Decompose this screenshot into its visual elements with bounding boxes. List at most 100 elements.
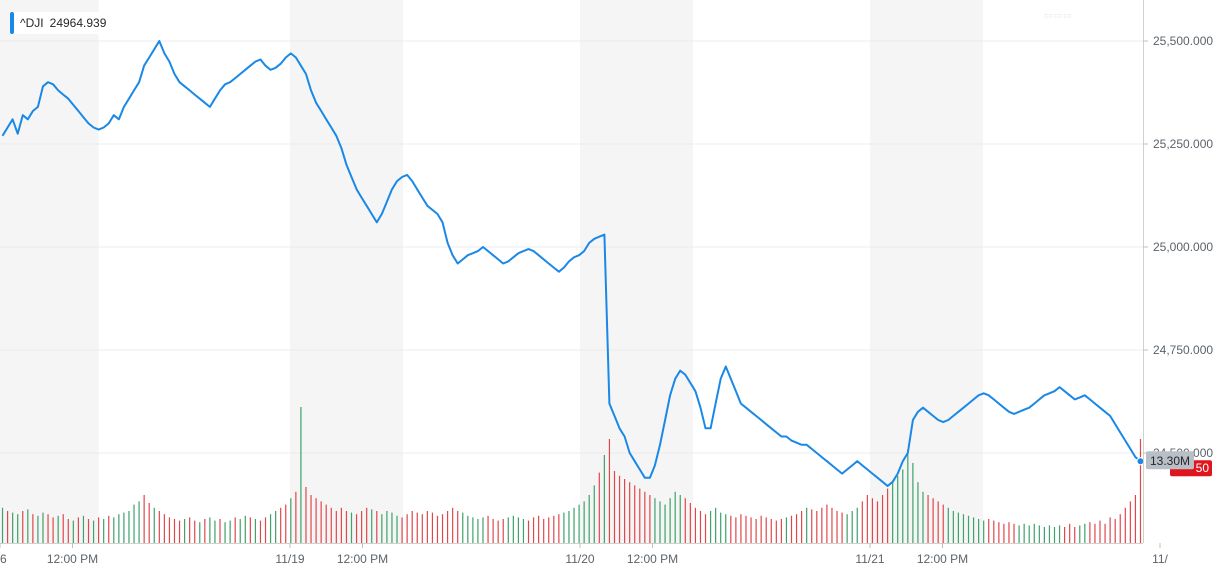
volume-bar [553, 515, 555, 543]
volume-bar [962, 514, 965, 543]
volume-bar [735, 517, 737, 543]
volume-bar [259, 520, 262, 543]
volume-bar [1089, 522, 1091, 543]
x-tick-label: 12:00 PM [337, 552, 388, 566]
volume-bar [98, 517, 100, 543]
volume-bar [952, 511, 954, 543]
volume-bar [532, 517, 535, 543]
volume-bar [811, 509, 813, 543]
volume-bar [330, 507, 332, 543]
volume-bar [340, 507, 342, 543]
volume-bar [730, 515, 732, 543]
volume-bar [143, 495, 145, 543]
volume-bar [148, 503, 150, 543]
volume-bar [1028, 525, 1030, 543]
volume-bar [452, 507, 454, 543]
volume-bar [795, 514, 798, 543]
volume-bar [1074, 527, 1076, 543]
volume-bar [517, 517, 519, 543]
volume-bar [219, 519, 221, 543]
volume-bar [406, 514, 408, 543]
volume-bar [745, 515, 747, 543]
volume-bar [32, 514, 34, 543]
volume-bar [699, 511, 702, 543]
volume-bar [386, 511, 388, 543]
volume-bar [740, 514, 742, 543]
volume-bar [305, 487, 307, 543]
volume-bar [978, 519, 980, 543]
volume-bar [527, 520, 530, 543]
volume-bar [917, 482, 919, 543]
volume-bar [239, 519, 241, 543]
volume-bar [770, 519, 772, 543]
volume-bar [128, 511, 130, 543]
volume-bar [482, 517, 484, 543]
volume-bar [907, 450, 909, 543]
volume-bar [1114, 519, 1116, 543]
volume-bar [103, 519, 105, 543]
volume-bar [689, 503, 691, 543]
volume-badge-label: 13.30M [1150, 454, 1190, 468]
volume-bar [801, 511, 803, 543]
x-tick-label: 11/19 [275, 552, 304, 566]
volume-bar [1053, 527, 1056, 543]
volume-bar [780, 519, 782, 543]
volume-bar [1124, 507, 1126, 543]
volume-bar [674, 491, 676, 543]
volume-bar [568, 511, 570, 543]
volume-bar [947, 507, 949, 543]
volume-bar [988, 519, 990, 543]
volume-bar [618, 475, 621, 543]
volume-bar [224, 522, 226, 543]
volume-bar [634, 485, 636, 543]
volume-bar [497, 520, 499, 543]
volume-bar [775, 520, 777, 543]
volume-bar [821, 507, 823, 543]
volume-bar [1139, 439, 1142, 543]
volume-bar [168, 517, 171, 543]
volume-bar [457, 511, 459, 543]
volume-bar [295, 491, 297, 543]
volume-bar [836, 511, 838, 543]
volume-bar [715, 507, 717, 543]
volume-bar [912, 463, 914, 543]
volume-bar [87, 519, 90, 543]
volume-bar [441, 514, 444, 543]
volume-bar [608, 439, 611, 543]
volume-bar [310, 495, 312, 543]
watermark-logo: ▭▭▭ [1044, 10, 1073, 20]
volume-bar [118, 514, 120, 543]
legend-value: 24964.939 [49, 16, 107, 30]
y-tick-label: 24,750.000 [1153, 343, 1213, 357]
volume-bar [866, 495, 868, 543]
volume-bar [17, 514, 19, 543]
symbol-legend[interactable]: ^DJI 24964.939 [10, 12, 107, 34]
volume-bar [209, 517, 211, 543]
volume-bar [487, 515, 489, 543]
volume-bar [52, 517, 54, 543]
volume-bar [563, 512, 565, 543]
volume-bar [416, 512, 418, 543]
volume-bar [760, 515, 762, 543]
y-tick-label: 25,250.000 [1153, 137, 1213, 151]
volume-bar [755, 519, 757, 543]
volume-bar [371, 509, 373, 543]
volume-bar [325, 504, 327, 543]
x-tick-label: 11/20 [565, 552, 594, 566]
x-tick-label: 12:00 PM [47, 552, 98, 566]
volume-bar [1018, 525, 1020, 543]
volume-bar [290, 498, 292, 543]
volume-bar [426, 511, 428, 543]
volume-bar [6, 511, 9, 543]
volume-bar [1064, 527, 1066, 543]
legend-symbol: ^DJI [20, 16, 44, 30]
volume-bar [886, 488, 889, 543]
volume-bar [183, 519, 186, 543]
volume-bar [72, 520, 74, 543]
volume-bar [624, 479, 626, 543]
volume-bar [77, 517, 79, 543]
volume-bar [785, 517, 788, 543]
volume-bar [1038, 525, 1040, 543]
